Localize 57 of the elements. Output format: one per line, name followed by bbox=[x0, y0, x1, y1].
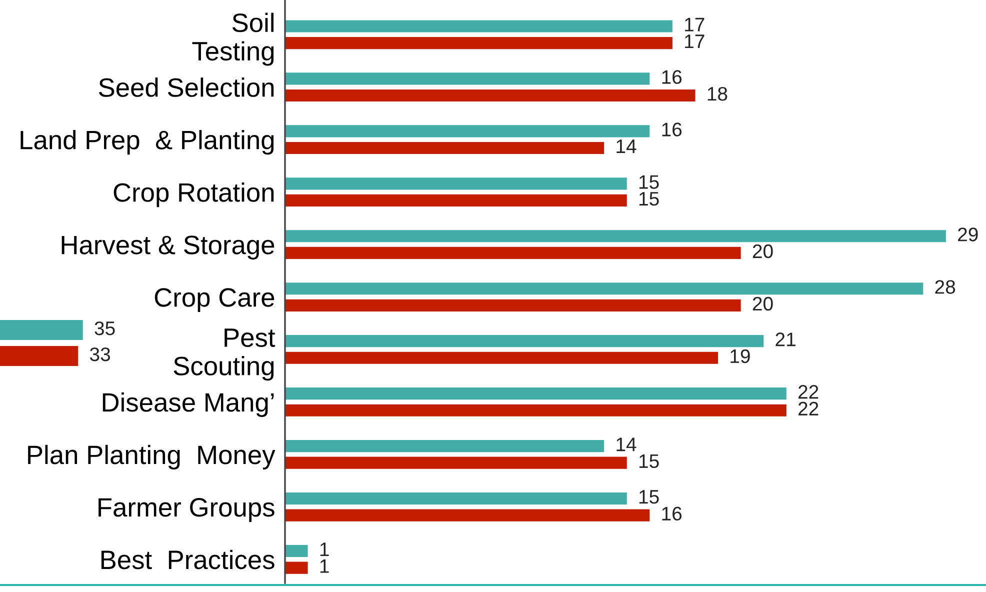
bar bbox=[285, 562, 308, 574]
bar bbox=[285, 72, 650, 85]
bar bbox=[285, 299, 741, 312]
data-label: 14 bbox=[616, 438, 636, 452]
data-label: 17 bbox=[685, 18, 704, 32]
data-label: 16 bbox=[662, 70, 682, 84]
data-label: 15 bbox=[639, 490, 659, 504]
bar bbox=[285, 194, 627, 206]
bar bbox=[285, 36, 672, 50]
data-label: 1 bbox=[320, 542, 329, 556]
data-label: 29 bbox=[958, 228, 978, 242]
data-label: 28 bbox=[935, 280, 956, 294]
data-label: 22 bbox=[798, 385, 818, 399]
y-tick-label: Farmer Groups bbox=[98, 498, 274, 522]
bar bbox=[285, 335, 764, 348]
y-tick-label: Soil Testing bbox=[192, 12, 274, 66]
data-label: 14 bbox=[616, 140, 636, 154]
data-label: 33 bbox=[90, 347, 110, 362]
data-label: 21 bbox=[776, 332, 796, 346]
data-label: 35 bbox=[94, 321, 115, 336]
y-tick-label: Plan Planting Money bbox=[28, 444, 276, 470]
y-tick-label: Crop Rotation bbox=[114, 182, 274, 208]
bar bbox=[285, 230, 946, 242]
data-label: 1 bbox=[320, 559, 329, 573]
y-tick-label: Pest Scouting bbox=[174, 328, 276, 381]
bar bbox=[285, 456, 627, 469]
y-tick-label: Crop Care bbox=[154, 288, 274, 312]
data-label: 15 bbox=[639, 454, 659, 468]
data-label: 22 bbox=[798, 402, 818, 416]
y-tick-label: Seed Selection bbox=[98, 78, 274, 97]
bar bbox=[285, 125, 650, 138]
bar bbox=[285, 492, 627, 505]
bar bbox=[285, 544, 308, 558]
data-label: 16 bbox=[662, 506, 682, 521]
data-label: 15 bbox=[639, 192, 659, 206]
y-tick-label: Disease Mang’ bbox=[102, 392, 274, 417]
bar bbox=[285, 282, 924, 295]
bar bbox=[285, 178, 627, 190]
bar bbox=[285, 440, 604, 452]
bar bbox=[285, 20, 672, 32]
data-label: 18 bbox=[708, 86, 728, 101]
data-label: 17 bbox=[685, 34, 704, 48]
data-label: 15 bbox=[639, 175, 659, 189]
data-label: 16 bbox=[662, 122, 682, 136]
y-tick-label: Best Practices bbox=[101, 550, 274, 570]
bar bbox=[285, 142, 604, 154]
y-tick-label: Harvest & Storage bbox=[62, 236, 274, 260]
data-label: 19 bbox=[730, 349, 750, 364]
bar bbox=[285, 89, 696, 102]
bar bbox=[285, 404, 786, 416]
data-label: 20 bbox=[752, 296, 773, 311]
bar bbox=[285, 246, 741, 259]
y-tick-label: Land Prep & Planting bbox=[20, 130, 274, 155]
bar bbox=[285, 352, 718, 364]
data-label: 20 bbox=[752, 244, 773, 258]
bar bbox=[285, 388, 786, 400]
bar bbox=[285, 509, 650, 522]
